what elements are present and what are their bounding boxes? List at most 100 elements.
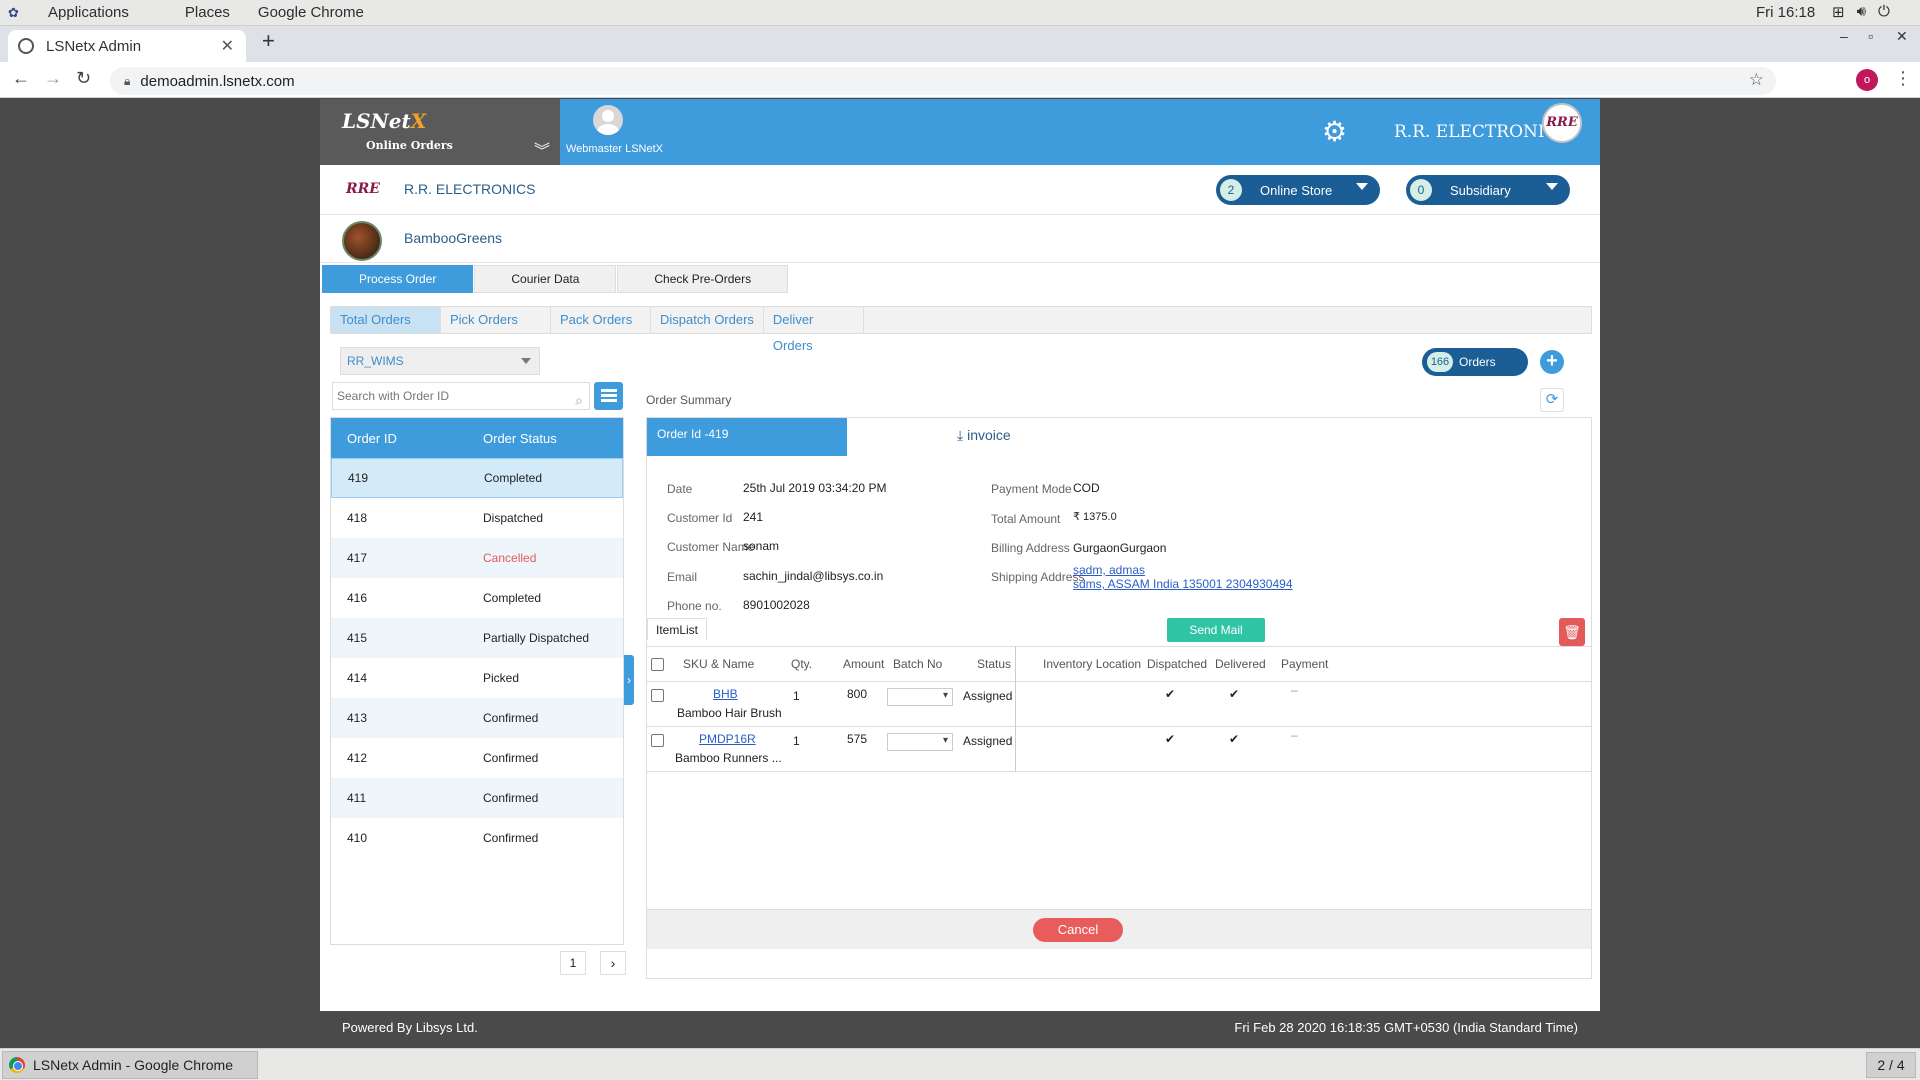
date-label: Date: [667, 482, 693, 496]
workspace-indicator[interactable]: 2 / 4: [1866, 1052, 1916, 1078]
table-divider: [1015, 646, 1016, 772]
order-row[interactable]: 419 Completed: [331, 458, 623, 498]
order-summary-panel: Order Id -419 ⤓ invoice Date 25th Jul 20…: [646, 417, 1592, 979]
item-amount: 575: [847, 732, 868, 746]
order-row[interactable]: 413 Confirmed: [331, 698, 623, 738]
profile-avatar[interactable]: o: [1856, 69, 1878, 91]
chrome-app-menu[interactable]: Google Chrome: [257, 4, 364, 21]
tab-check-pre-orders[interactable]: Check Pre-Orders: [617, 265, 789, 293]
item-status: Assigned: [963, 734, 1013, 748]
page-number[interactable]: 1: [560, 951, 586, 975]
tab-process-order[interactable]: Process Order: [322, 265, 474, 293]
next-page-icon[interactable]: ›: [600, 951, 626, 975]
order-row[interactable]: 412 Confirmed: [347, 751, 539, 765]
send-mail-button[interactable]: Send Mail: [1167, 618, 1265, 642]
address-bar[interactable]: 🔒︎ demoadmin.lsnetx.com ☆: [110, 67, 1776, 95]
order-row[interactable]: 415 Partially Dispatched: [331, 618, 623, 658]
online-store-select[interactable]: 2 Online Store: [1216, 175, 1380, 205]
url-text: demoadmin.lsnetx.com: [140, 72, 295, 90]
item-qty: 1: [793, 734, 800, 748]
order-row[interactable]: 411 Confirmed: [331, 778, 623, 818]
payment-value: –: [1291, 683, 1298, 697]
orders-count-badge: 166 Orders: [1422, 348, 1528, 376]
tab-pick-orders[interactable]: Pick Orders: [441, 307, 551, 333]
invoice-link[interactable]: ⤓ invoice: [957, 427, 1011, 443]
column-order-status[interactable]: Order Status: [483, 430, 557, 446]
order-sub-tabs: Total Orders Pick Orders Pack Orders Dis…: [330, 306, 1592, 353]
email-label: Email: [667, 570, 698, 584]
tab-pack-orders[interactable]: Pack Orders: [551, 307, 651, 333]
download-icon: ⤓: [957, 427, 964, 443]
close-window-icon[interactable]: ✕: [1896, 28, 1908, 44]
new-tab-icon[interactable]: +: [262, 28, 275, 53]
item-qty: 1: [793, 689, 800, 703]
store-logo: RRE: [1542, 103, 1582, 143]
row-checkbox[interactable]: [651, 689, 664, 702]
collapse-panel-handle[interactable]: ›: [624, 655, 634, 705]
warehouse-select[interactable]: RR_WIMS: [340, 347, 540, 375]
header-inventory-location: Inventory Location: [1043, 657, 1142, 671]
orders-label: Orders: [1459, 355, 1496, 369]
double-chevron-down-icon[interactable]: ︾: [534, 143, 551, 160]
row-checkbox[interactable]: [651, 734, 664, 747]
order-row[interactable]: 418 Dispatched: [347, 511, 544, 525]
shipping-address-line1[interactable]: sadm, admas: [1073, 563, 1146, 577]
batch-no-select[interactable]: [887, 688, 953, 706]
forward-icon[interactable]: →: [44, 68, 62, 88]
lock-icon: 🔒︎: [124, 73, 131, 88]
minimize-icon[interactable]: –: [1840, 28, 1848, 44]
itemlist-tab[interactable]: ItemList: [647, 618, 707, 640]
order-id-tab[interactable]: Order Id -419: [647, 418, 847, 456]
header-status: Status: [977, 657, 1012, 671]
sku-link[interactable]: PMDP16R: [699, 732, 756, 746]
item-status: Assigned: [963, 689, 1013, 703]
reload-icon[interactable]: ↻: [76, 68, 92, 88]
places-menu[interactable]: Places: [184, 4, 230, 21]
table-row: BHB Bamboo Hair Brush 1 800 Assigned ✔ ✔…: [647, 682, 1591, 727]
subsidiary-select[interactable]: 0 Subsidiary: [1406, 175, 1570, 205]
column-order-id[interactable]: Order ID: [347, 430, 397, 446]
sku-link[interactable]: BHB: [713, 687, 738, 701]
app-logo-block[interactable]: LSNetX Online Orders ︾: [320, 99, 560, 165]
tab-dispatch-orders[interactable]: Dispatch Orders: [651, 307, 764, 333]
maximize-icon[interactable]: ▫: [1868, 28, 1873, 44]
brand-row: RRE R.R. ELECTRONICS 2 Online Store 0 Su…: [320, 165, 1600, 215]
search-icon[interactable]: ⌕: [575, 392, 583, 408]
order-row[interactable]: 414 Picked: [347, 671, 520, 685]
back-icon[interactable]: ←: [12, 68, 30, 88]
close-tab-icon[interactable]: ✕: [220, 38, 234, 55]
cancel-button[interactable]: Cancel: [1033, 918, 1123, 942]
order-search-input[interactable]: Search with Order ID ⌕: [332, 382, 590, 410]
tab-deliver-orders[interactable]: Deliver Orders: [764, 307, 864, 353]
shipping-address-label: Shipping Address: [991, 570, 1085, 584]
order-row[interactable]: 416 Completed: [347, 591, 542, 605]
bookmark-star-icon[interactable]: ☆: [1748, 70, 1764, 89]
trash-icon[interactable]: 🗑︎: [1559, 618, 1585, 646]
user-avatar[interactable]: [593, 105, 623, 135]
taskbar-window-item[interactable]: LSNetx Admin - Google Chrome: [2, 1051, 258, 1079]
select-all-checkbox[interactable]: [651, 658, 664, 671]
list-view-button[interactable]: [594, 382, 623, 410]
shipping-address-line2[interactable]: sdms, ASSAM India 135001 2304930494: [1073, 577, 1293, 591]
header-qty: Qty.: [791, 657, 813, 671]
refresh-icon[interactable]: ⟳: [1540, 388, 1564, 412]
browser-tab[interactable]: LSNetx Admin ✕: [8, 30, 246, 62]
applications-menu[interactable]: ✿ Applications: [8, 4, 129, 21]
order-row[interactable]: 410 Confirmed: [347, 831, 539, 845]
email-value: sachin_jindal@libsys.co.in: [743, 569, 884, 583]
taskbar-window-title: LSNetx Admin - Google Chrome: [33, 1057, 233, 1073]
caret-down-icon: [521, 358, 531, 364]
brand-name[interactable]: R.R. ELECTRONICS: [404, 181, 536, 197]
gear-icon[interactable]: ⚙: [1322, 116, 1348, 147]
add-order-button[interactable]: +: [1540, 350, 1564, 374]
system-clock[interactable]: Fri 16:18: [1756, 4, 1816, 21]
chrome-menu-icon[interactable]: ⋮: [1894, 68, 1912, 88]
batch-no-select[interactable]: [887, 733, 953, 751]
tab-total-orders[interactable]: Total Orders: [331, 307, 441, 333]
order-row[interactable]: 417 Cancelled: [331, 538, 623, 578]
system-tray[interactable]: ⊞ 🔊︎ ⏻: [1832, 3, 1890, 21]
tab-courier-data[interactable]: Courier Data: [474, 265, 617, 293]
warehouse-value: RR_WIMS: [347, 354, 404, 368]
item-table-header: SKU & Name Qty. Amount Batch No Status I…: [647, 646, 1591, 682]
secondary-brand-name[interactable]: BambooGreens: [404, 230, 503, 246]
